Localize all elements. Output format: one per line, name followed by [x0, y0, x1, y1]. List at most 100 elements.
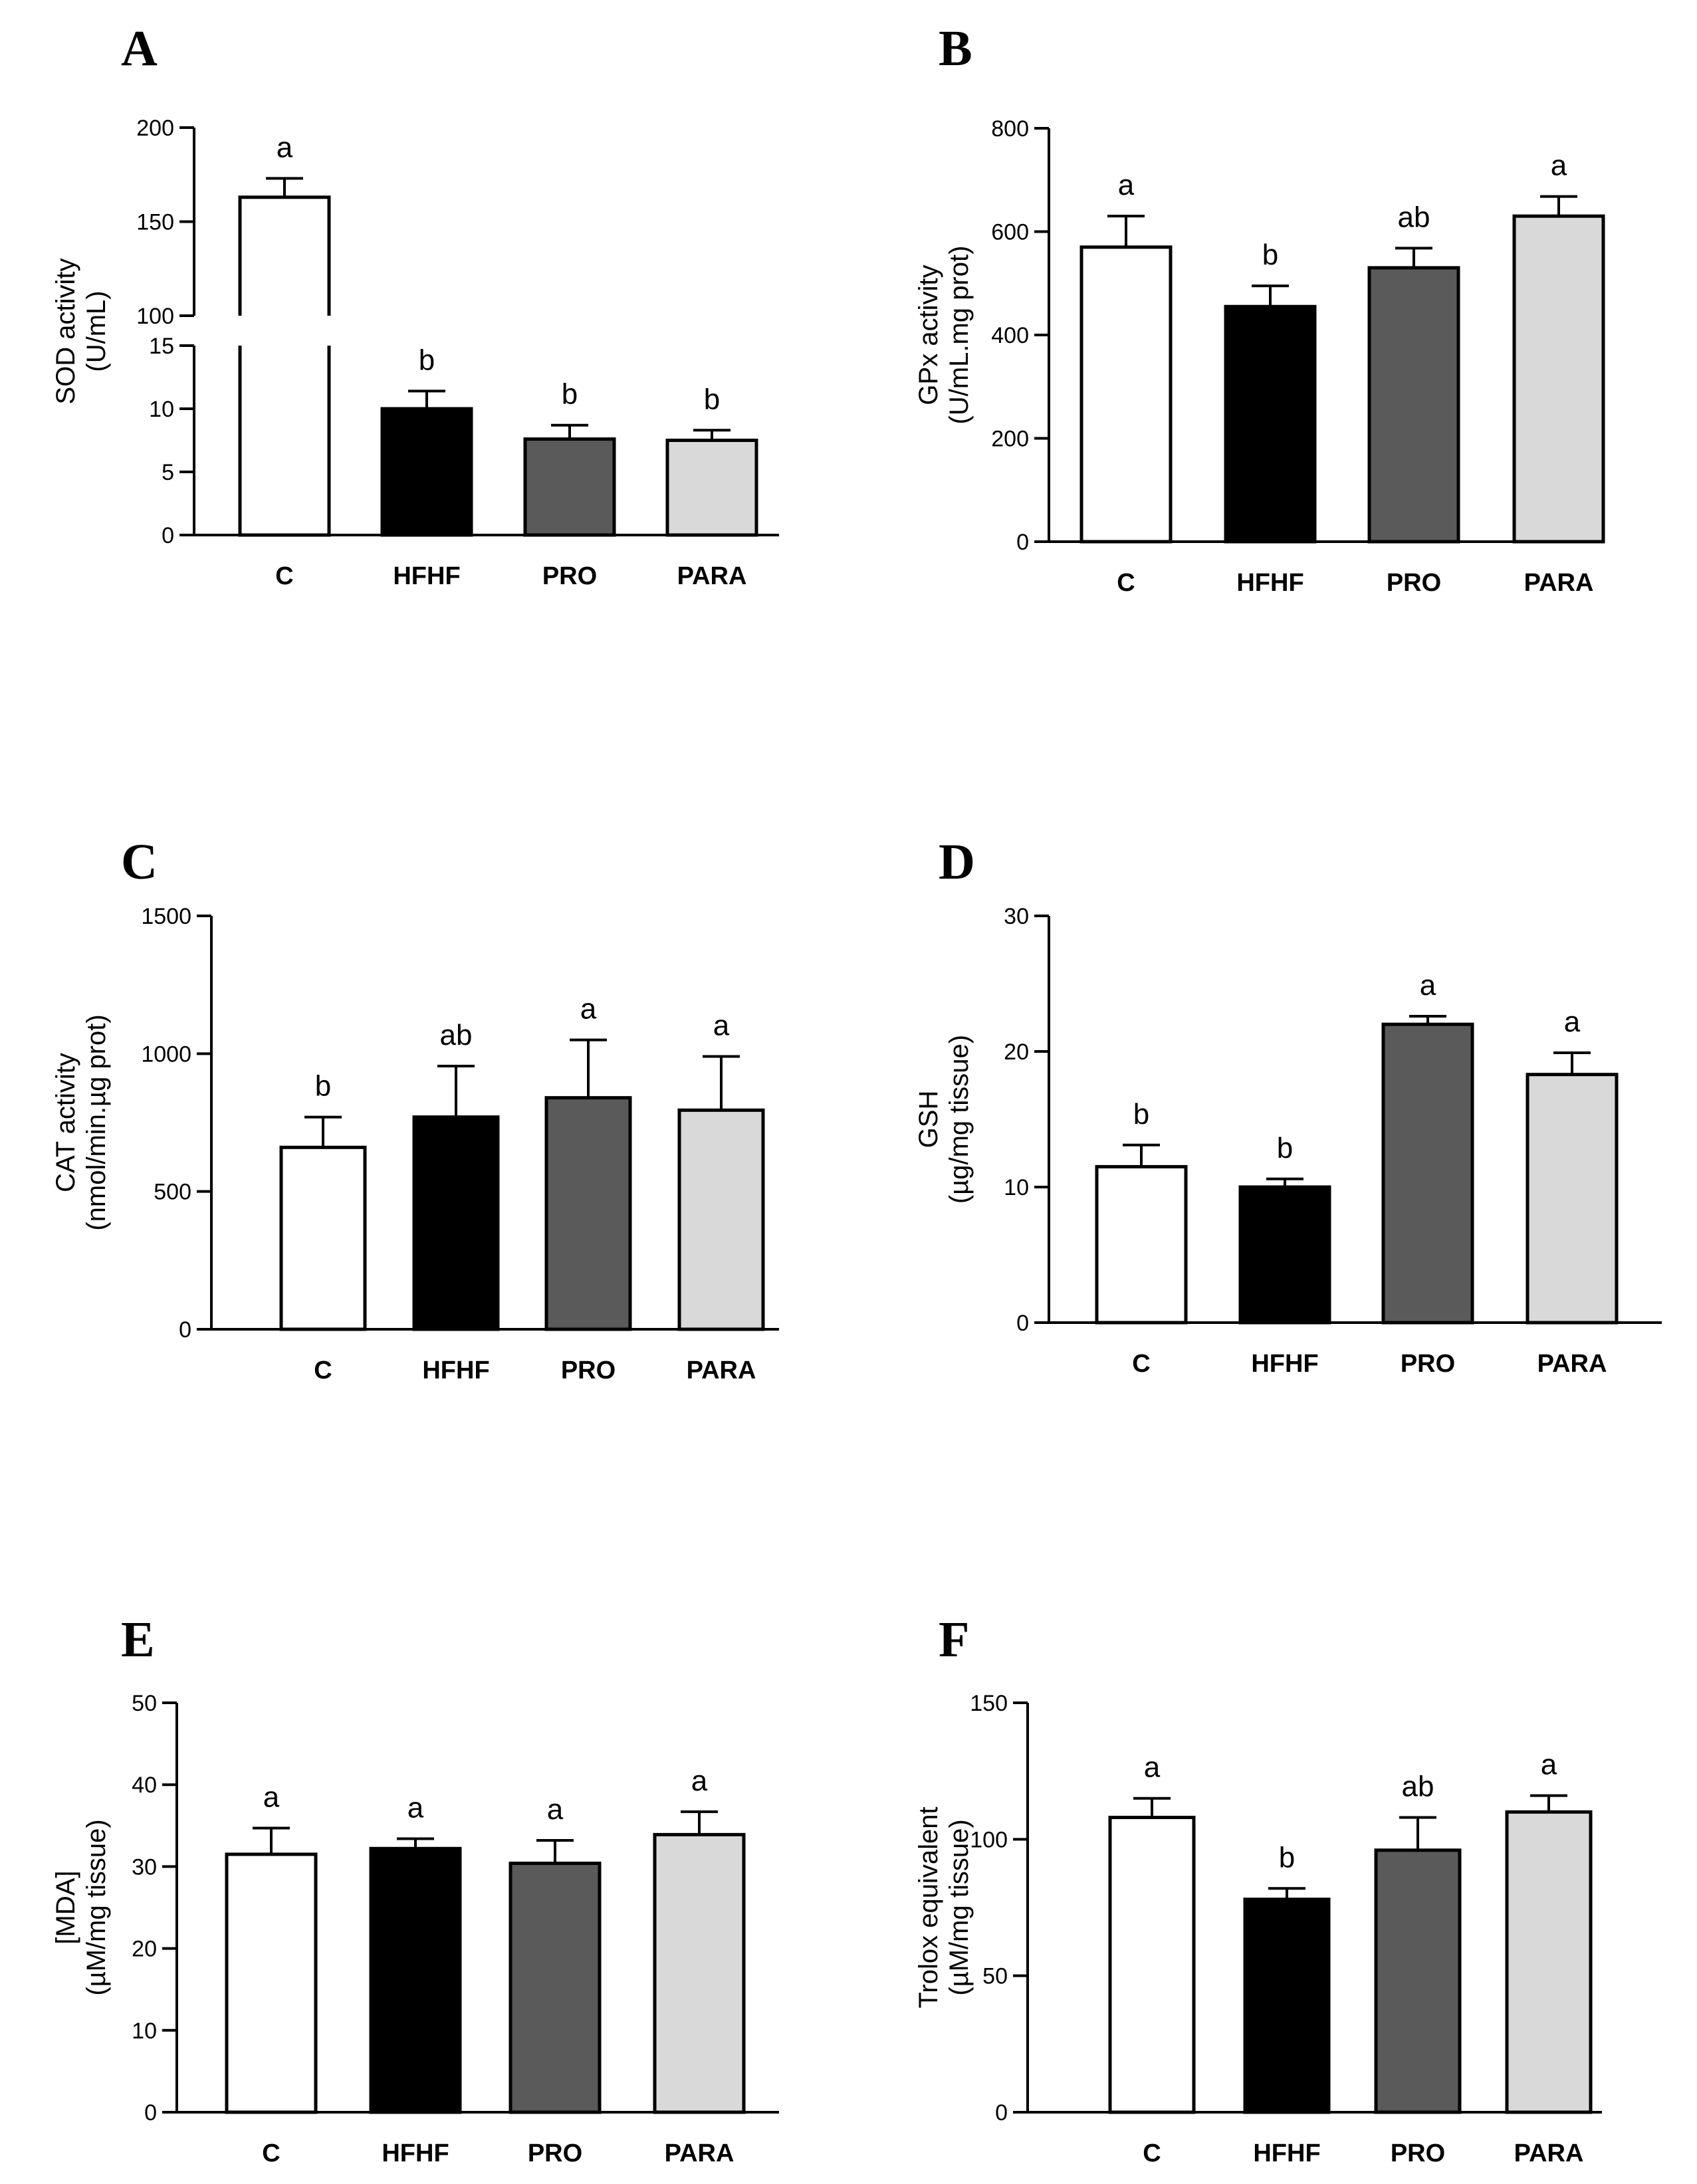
x-tick-label-para: PARA — [1514, 2139, 1584, 2167]
y-tick-label-500: 500 — [154, 1180, 191, 1205]
bar-hfhf — [1224, 304, 1317, 544]
bar-c — [225, 1852, 318, 2114]
x-tick-label-pro: PRO — [1401, 1350, 1455, 1378]
y-tick-label-0: 0 — [162, 523, 174, 548]
x-tick-label-c: C — [275, 562, 293, 590]
y-tick-label-100: 100 — [970, 1827, 1008, 1852]
chart-a-plot: 0 5 10 15 100 150 200 a b b b C HFHF PRO PARA SOD activ… — [51, 116, 779, 590]
chart-c-plot: 0 500 1000 1500 b ab a a C HFHF PRO PARA CAT activit… — [51, 904, 779, 1384]
y-axis-title-line-1: CAT activity — [51, 1053, 80, 1192]
x-tick-label-para: PARA — [665, 2139, 735, 2167]
panel-c: C 0 500 1000 1500 b ab a a C HFHF PRO PARA CAT activ… — [51, 834, 779, 1384]
y-tick-label-200: 200 — [136, 116, 174, 141]
bar-c-upper-outline — [238, 195, 331, 316]
y-axis-title: GPx activity(U/mL.mg prot) — [914, 246, 974, 425]
y-tick-label-15: 15 — [149, 334, 174, 359]
y-tick-label-50: 50 — [982, 1964, 1008, 1989]
x-tick-label-para: PARA — [687, 1357, 756, 1384]
panel-e: E 0 10 20 30 40 50 a a a a C HFHF PRO PARA [MDA](µM/mg… — [51, 1612, 779, 2167]
bar-c — [1108, 1815, 1196, 2114]
y-tick-label-30: 30 — [132, 1854, 157, 1880]
y-tick-label-1000: 1000 — [141, 1041, 191, 1067]
y-tick-label-0: 0 — [1016, 1311, 1029, 1336]
x-tick-label-para: PARA — [1524, 569, 1594, 597]
sig-letter-para: a — [713, 1009, 730, 1041]
y-tick-label-0: 0 — [144, 2100, 157, 2126]
y-axis-title: [MDA](µM/mg tissue) — [51, 1819, 111, 1995]
sig-letter-para: a — [1564, 1006, 1581, 1038]
bar-para — [1526, 1073, 1619, 1325]
bar-hfhf — [412, 1115, 500, 1331]
sig-letter-hfhf: b — [1277, 1132, 1293, 1164]
sig-letter-hfhf: b — [1262, 239, 1278, 271]
x-tick-label-hfhf: HFHF — [1236, 569, 1303, 597]
y-tick-label-400: 400 — [991, 323, 1029, 348]
sig-letter-hfhf: b — [419, 344, 435, 376]
y-tick-label-5: 5 — [162, 460, 174, 485]
bar-hfhf — [380, 407, 473, 537]
y-axis-title: GSH(µg/mg tissue) — [914, 1035, 974, 1204]
x-tick-label-pro: PRO — [561, 1357, 616, 1384]
y-tick-label-50: 50 — [132, 1691, 157, 1716]
bar-pro — [523, 437, 616, 537]
y-tick-label-10: 10 — [1004, 1175, 1029, 1200]
panel-label-d: D — [939, 834, 975, 890]
sig-letter-para: a — [1551, 150, 1567, 182]
y-tick-label-1500: 1500 — [141, 904, 191, 929]
y-tick-label-20: 20 — [1004, 1039, 1029, 1065]
sig-letter-c: a — [263, 1781, 280, 1813]
y-tick-label-0: 0 — [179, 1317, 191, 1343]
panel-a: A 0 5 10 15 100 150 200 a b b b C HFHF PRO PARA SOD act… — [51, 21, 779, 590]
x-tick-label-hfhf: HFHF — [1253, 2139, 1320, 2167]
y-axis-title-line-2: (nmol/min.µg prot) — [82, 1014, 111, 1230]
y-axis-title-line-1: Trolox equivalent — [914, 1806, 943, 2008]
y-tick-label-30: 30 — [1004, 904, 1029, 929]
bar-c — [1079, 245, 1173, 544]
x-tick-label-pro: PRO — [528, 2139, 582, 2167]
sig-letter-pro: b — [562, 378, 578, 411]
sig-letter-hfhf: ab — [440, 1019, 473, 1051]
bar-para — [665, 439, 758, 537]
x-tick-label-c: C — [262, 2139, 280, 2167]
sig-letter-c: b — [1133, 1098, 1149, 1131]
y-axis-title: Trolox equivalent(µM/mg tissue) — [914, 1806, 974, 2008]
sig-letter-para: a — [1541, 1749, 1557, 1781]
sig-letter-pro: a — [580, 993, 597, 1026]
x-tick-label-pro: PRO — [542, 562, 597, 590]
bar-c-lower-fill — [240, 346, 329, 535]
y-axis-title-line-2: (µM/mg tissue) — [82, 1819, 111, 1995]
y-tick-label-100: 100 — [136, 304, 174, 329]
panel-label-f: F — [939, 1612, 969, 1668]
y-axis-title-line-1: SOD activity — [51, 258, 80, 404]
sig-letter-c: b — [315, 1070, 331, 1103]
y-tick-label-800: 800 — [991, 116, 1029, 142]
y-axis-title-line-2: (µg/mg tissue) — [945, 1035, 974, 1204]
x-tick-label-c: C — [1132, 1350, 1150, 1378]
bar-c-upper-fill — [240, 197, 329, 316]
sig-letter-pro: a — [547, 1793, 564, 1826]
x-tick-label-para: PARA — [1537, 1350, 1607, 1378]
panel-label-e: E — [121, 1612, 155, 1668]
y-axis-title-line-1: GPx activity — [914, 265, 943, 405]
x-tick-label-hfhf: HFHF — [1251, 1350, 1318, 1378]
x-tick-label-c: C — [1117, 569, 1135, 597]
bar-c — [1095, 1164, 1188, 1325]
y-tick-label-150: 150 — [136, 210, 174, 235]
sig-letter-c: a — [277, 131, 293, 164]
y-tick-label-600: 600 — [991, 220, 1029, 245]
panel-label-b: B — [939, 21, 972, 76]
panel-d: D 0 10 20 30 b b a a C HFHF PRO PARA GSH(µg/mg tissu… — [914, 834, 1662, 1378]
y-tick-label-10: 10 — [132, 2019, 157, 2044]
y-axis-title-line-2: (µM/mg tissue) — [945, 1819, 974, 1995]
sig-letter-para: a — [691, 1765, 708, 1797]
y-axis-title-line-1: GSH — [914, 1091, 943, 1148]
bar-para — [653, 1832, 746, 2114]
x-tick-label-para: PARA — [677, 562, 747, 590]
bar-hfhf — [1243, 1898, 1331, 2114]
bar-hfhf — [1238, 1185, 1331, 1325]
